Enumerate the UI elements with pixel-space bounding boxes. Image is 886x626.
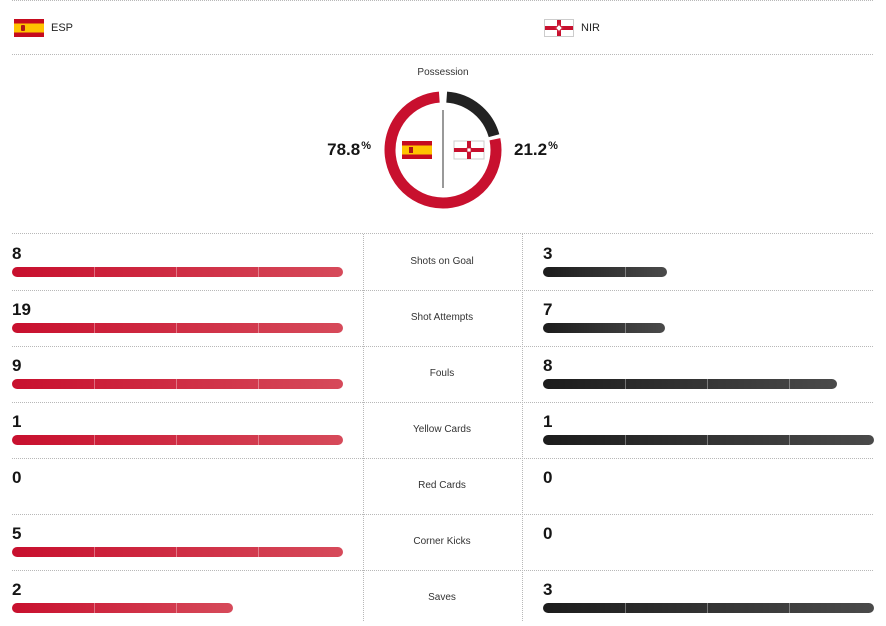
home-team-header: ESP: [14, 19, 73, 37]
row-divider: [12, 402, 873, 403]
home-team-abbr: ESP: [51, 22, 74, 34]
home-stat-value: 8: [12, 244, 22, 263]
northern-ireland-flag-icon: [544, 19, 574, 37]
stat-label: Red Cards: [418, 480, 466, 491]
away-stat-bar: [543, 267, 667, 277]
home-stat-bar: [12, 435, 343, 445]
row-divider: [12, 570, 873, 571]
stat-row: 1 1 Yellow Cards: [12, 402, 874, 458]
home-stat-value: 5: [12, 524, 22, 543]
stat-row: 5 0 Corner Kicks: [12, 514, 873, 570]
possession-title: Possession: [417, 67, 469, 78]
stat-label: Fouls: [429, 368, 455, 379]
away-stat-value: 0: [543, 524, 553, 543]
away-stat-bar: [543, 603, 874, 613]
home-stat-bar: [12, 547, 343, 557]
stat-row: 0 0 Red Cards: [12, 458, 873, 514]
home-stat-value: 9: [12, 356, 22, 375]
away-stat-value: 7: [543, 300, 553, 319]
away-team-abbr: NIR: [581, 22, 600, 34]
header-divider: [12, 54, 873, 55]
home-stat-bar: [12, 603, 233, 613]
home-stat-bar: [12, 323, 343, 333]
home-possession-arc: [384, 91, 502, 209]
stat-row: 9 8 Fouls: [12, 346, 873, 402]
home-stat-value: 1: [12, 412, 22, 431]
home-stat-value: 2: [12, 580, 22, 599]
stat-label: Shots on Goal: [410, 256, 474, 267]
left-column-divider: [363, 234, 364, 621]
stat-row: 19 7 Shot Attempts: [12, 290, 873, 346]
stat-label: Corner Kicks: [413, 536, 471, 547]
away-stat-bar: [543, 435, 874, 445]
away-possession-value: 21.2%: [514, 140, 558, 159]
away-stat-value: 1: [543, 412, 553, 431]
away-stat-value: 3: [543, 580, 553, 599]
away-stat-bar: [543, 379, 837, 389]
home-possession-value: 78.8%: [327, 140, 371, 159]
away-possession-arc: [446, 91, 500, 138]
away-team-header: NIR: [544, 19, 600, 37]
row-divider: [12, 290, 873, 291]
away-stat-value: 8: [543, 356, 553, 375]
stat-row: 8 3 Shots on Goal: [12, 234, 873, 290]
stat-label: Shot Attempts: [410, 312, 474, 323]
row-divider: [12, 458, 873, 459]
top-divider: [12, 0, 873, 1]
away-stat-bar: [543, 323, 665, 333]
right-column-divider: [522, 234, 523, 621]
possession-divider: [12, 233, 873, 234]
spain-flag-icon: [402, 141, 432, 159]
away-stat-value: 0: [543, 468, 553, 487]
stat-label: Yellow Cards: [413, 424, 471, 435]
away-stat-value: 3: [543, 244, 553, 263]
stat-row: 2 3 Saves: [12, 570, 874, 626]
possession-donut-chart: [384, 91, 502, 209]
home-stat-value: 19: [12, 300, 31, 319]
home-stat-value: 0: [12, 468, 22, 487]
northern-ireland-flag-icon: [453, 140, 485, 160]
home-stat-bar: [12, 379, 343, 389]
row-divider: [12, 346, 873, 347]
home-stat-bar: [12, 267, 343, 277]
row-divider: [12, 514, 873, 515]
spain-flag-icon: [14, 19, 44, 37]
stat-label: Saves: [428, 592, 456, 603]
